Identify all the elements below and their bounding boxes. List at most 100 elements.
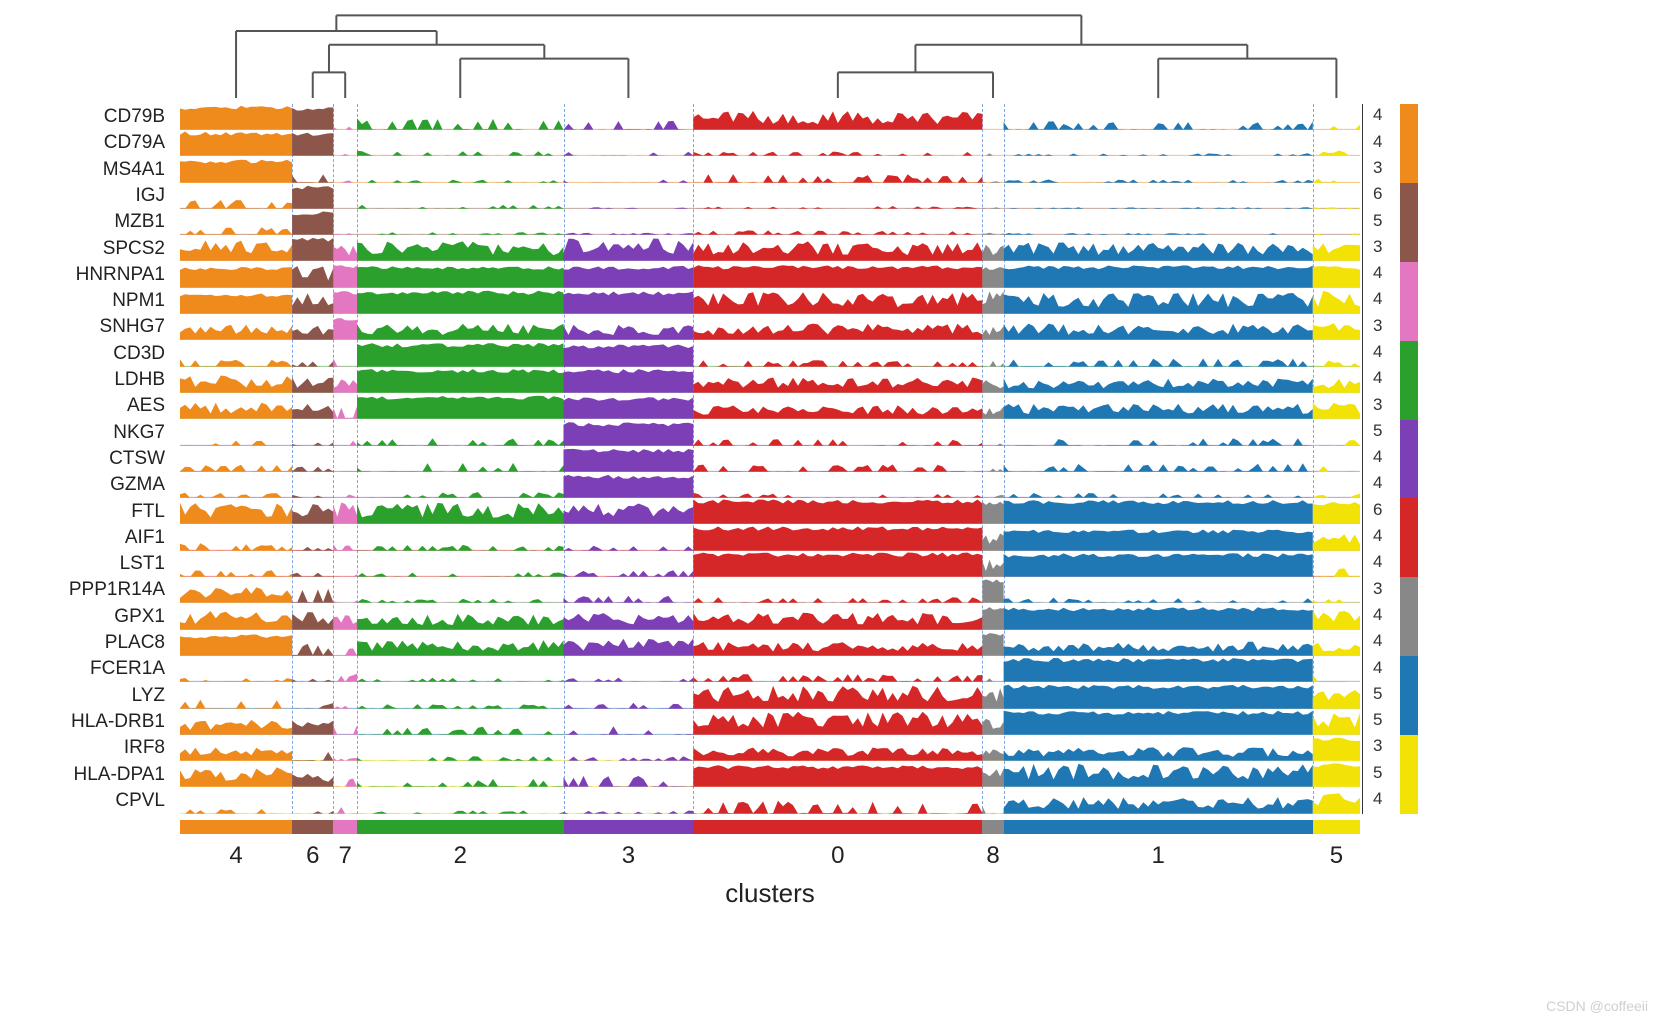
gene-track [180, 498, 1360, 524]
cluster-label: 1 [1152, 842, 1165, 870]
track-segment [693, 439, 982, 446]
gene-label: AIF1 [125, 527, 165, 549]
track-segment [1004, 501, 1313, 525]
cluster-label: 8 [986, 842, 999, 870]
cluster-label: 0 [831, 842, 844, 870]
track-segment [333, 246, 357, 261]
gene-ymax-value: 4 [1373, 368, 1382, 388]
track-segment [1313, 403, 1360, 419]
track-segment [693, 500, 982, 524]
cluster-label: 5 [1330, 842, 1343, 870]
track-segment [1313, 291, 1360, 314]
track-segment [180, 503, 292, 524]
gene-ymax-value: 3 [1373, 395, 1382, 415]
track-segment [1313, 764, 1360, 788]
track-segment [982, 245, 1003, 261]
track-segment [1004, 265, 1313, 287]
track-segment [292, 752, 333, 761]
track-segment [693, 360, 982, 367]
gene-track [180, 446, 1360, 472]
tracks-area [180, 104, 1360, 814]
track-segment [564, 344, 694, 366]
gene-group-color-segment [1400, 341, 1418, 420]
gene-ymax-value: 4 [1373, 789, 1382, 809]
track-segment [292, 133, 333, 156]
track-segment [693, 111, 982, 130]
gene-track [180, 761, 1360, 787]
gene-group-color-segment [1400, 735, 1418, 814]
track-segment [180, 159, 292, 182]
track-segment [292, 174, 333, 182]
track-segment [982, 533, 1003, 550]
track-segment [1004, 404, 1313, 419]
track-segment [564, 638, 694, 656]
gene-track [180, 577, 1360, 603]
cluster-color-segment [357, 820, 564, 834]
cluster-label: 2 [454, 842, 467, 870]
gene-track [180, 288, 1360, 314]
track-segment [982, 769, 1003, 787]
gene-track [180, 393, 1360, 419]
track-segment [180, 611, 292, 630]
gene-track [180, 341, 1360, 367]
gene-track [180, 551, 1360, 577]
track-segment [333, 674, 357, 682]
gene-label: IGJ [135, 185, 165, 207]
gene-label: MZB1 [114, 211, 165, 233]
track-segment [292, 293, 333, 314]
track-segment [357, 266, 564, 288]
gene-track [180, 472, 1360, 498]
gene-label: FCER1A [90, 658, 165, 680]
track-segment [693, 377, 982, 392]
track-segment [1313, 568, 1360, 576]
gene-group-color-segment [1400, 577, 1418, 656]
gene-label: SNHG7 [100, 316, 165, 338]
track-segment [693, 324, 982, 340]
right-ymax-column: 443653443443544644344455354 [1365, 104, 1395, 814]
track-segment [357, 396, 564, 419]
track-segment [564, 325, 694, 340]
track-segment [292, 404, 333, 419]
track-segment [333, 318, 357, 340]
track-segment [292, 186, 333, 209]
track-segment [333, 779, 357, 787]
track-segment [357, 613, 564, 629]
cluster-label: 3 [622, 842, 635, 870]
track-segment [982, 560, 1003, 577]
gene-track [180, 788, 1360, 814]
track-segment [1313, 713, 1360, 735]
track-segment [333, 544, 357, 551]
gene-track [180, 367, 1360, 393]
track-segment [1004, 324, 1313, 340]
gene-track [180, 709, 1360, 735]
gene-ymax-value: 4 [1373, 526, 1382, 546]
gene-ymax-value: 3 [1373, 158, 1382, 178]
gene-track [180, 104, 1360, 130]
cluster-color-segment [1313, 820, 1360, 834]
gene-ymax-value: 4 [1373, 658, 1382, 678]
track-segment [982, 267, 1003, 288]
track-segment [333, 291, 357, 314]
track-segment [982, 291, 1003, 314]
track-segment [1004, 797, 1313, 814]
track-segment [292, 774, 333, 787]
track-segment [357, 640, 564, 656]
gene-group-color-segment [1400, 183, 1418, 262]
cluster-labels-row: 467230815 [180, 842, 1360, 874]
gene-label: MS4A1 [103, 159, 165, 181]
gene-track [180, 683, 1360, 709]
track-segment [333, 265, 357, 288]
gene-ymax-value: 4 [1373, 342, 1382, 362]
track-segment [292, 720, 333, 734]
gene-ymax-value: 4 [1373, 263, 1382, 283]
track-segment [1313, 502, 1360, 524]
track-segment [1004, 607, 1313, 630]
track-segment [693, 642, 982, 656]
track-segment [1004, 747, 1313, 761]
track-segment [292, 644, 333, 656]
track-segment [333, 615, 357, 630]
track-segment [357, 369, 564, 393]
track-segment [564, 570, 694, 577]
gene-group-color-segment [1400, 656, 1418, 735]
gene-track [180, 420, 1360, 446]
